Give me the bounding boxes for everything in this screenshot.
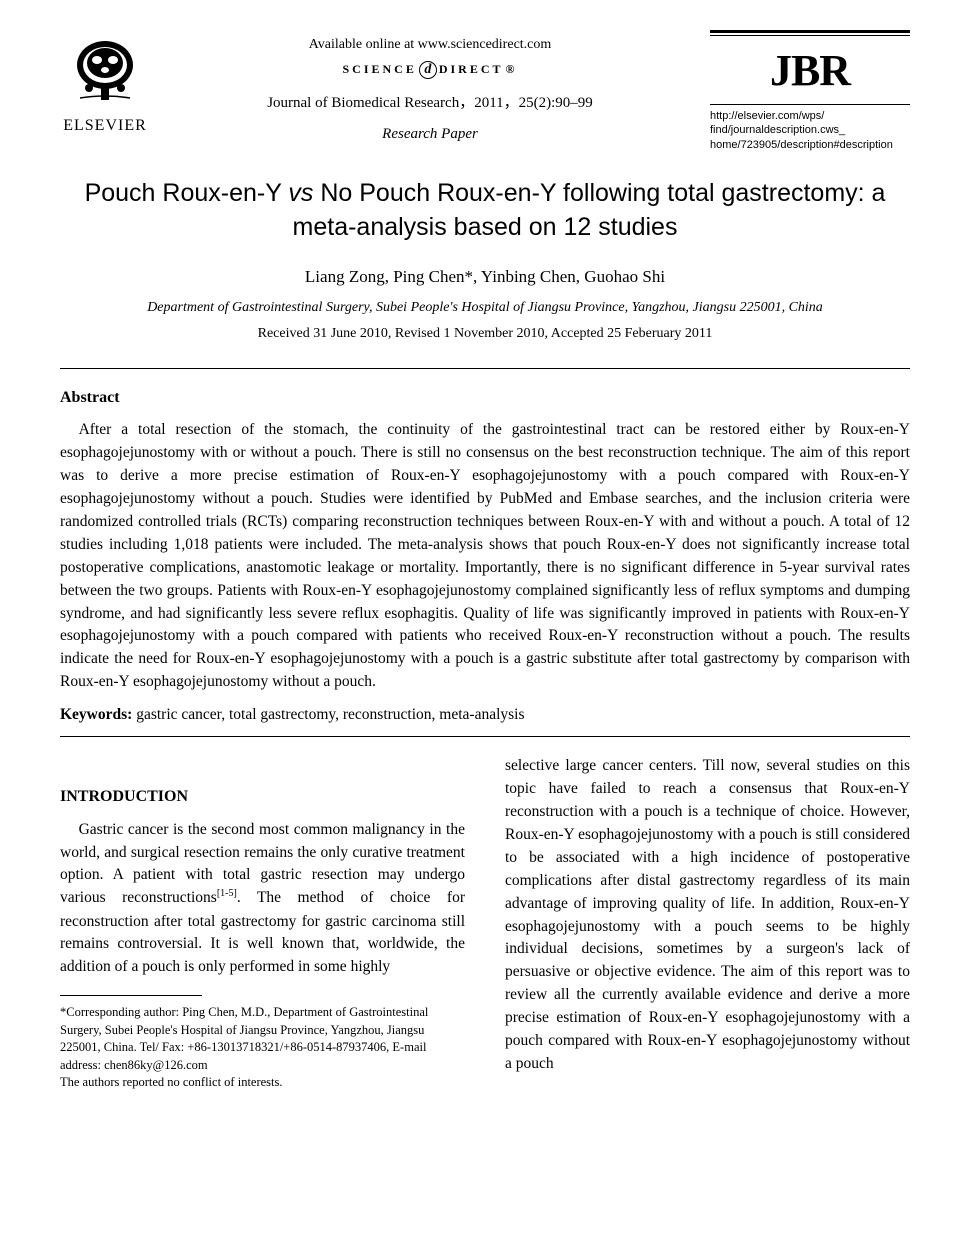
center-header: Available online at www.sciencedirect.co… [150, 30, 710, 145]
title-part2: No Pouch Roux-en-Y following total gastr… [293, 179, 886, 241]
authors-list: Liang Zong, Ping Chen*, Yinbing Chen, Gu… [60, 265, 910, 289]
body-columns: INTRODUCTION Gastric cancer is the secon… [60, 755, 910, 1092]
jbr-url-line2: find/journaldescription.cws_ [710, 124, 845, 136]
conflict-footnote: The authors reported no conflict of inte… [60, 1074, 465, 1092]
available-online-text: Available online at www.sciencedirect.co… [150, 35, 710, 55]
abstract-heading: Abstract [60, 387, 910, 409]
intro-paragraph-2: selective large cancer centers. Till now… [505, 755, 910, 1076]
sd-globe-icon: d [419, 61, 437, 79]
article-title: Pouch Roux-en-Y vs No Pouch Roux-en-Y fo… [60, 177, 910, 245]
journal-citation: Journal of Biomedical Research，2011，25(2… [150, 93, 710, 114]
jbr-block: JBR http://elsevier.com/wps/ find/journa… [710, 30, 910, 153]
affiliation: Department of Gastrointestinal Surgery, … [60, 298, 910, 318]
science-label: SCIENCE [342, 61, 416, 78]
elsevier-name: ELSEVIER [60, 115, 150, 137]
abstract-text: After a total resection of the stomach, … [60, 419, 910, 694]
jbr-url-line3: home/723905/description#description [710, 139, 893, 151]
jbr-logo: JBR [710, 40, 910, 102]
elsevier-logo: ELSEVIER [60, 30, 150, 137]
sd-dot: ® [506, 61, 518, 78]
intro-ref: [1-5] [217, 888, 237, 899]
corresponding-author-footnote: *Corresponding author: Ping Chen, M.D., … [60, 1004, 465, 1074]
title-part1: Pouch Roux-en-Y [85, 179, 289, 207]
footnote-separator [60, 995, 202, 996]
separator-bottom [60, 736, 910, 737]
title-vs: vs [288, 179, 313, 207]
jbr-thin-rule [710, 35, 910, 36]
keywords-line: Keywords: gastric cancer, total gastrect… [60, 704, 910, 726]
jbr-url: http://elsevier.com/wps/ find/journaldes… [710, 109, 910, 154]
article-header: ELSEVIER Available online at www.science… [60, 30, 910, 153]
introduction-heading: INTRODUCTION [60, 785, 465, 809]
jbr-url-line1: http://elsevier.com/wps/ [710, 110, 824, 122]
elsevier-tree-icon [65, 30, 145, 105]
separator-top [60, 368, 910, 369]
publication-dates: Received 31 June 2010, Revised 1 Novembe… [60, 324, 910, 344]
science-direct-logo: SCIENCE d DIRECT ® [150, 61, 710, 79]
keywords-label: Keywords: [60, 706, 132, 723]
intro-paragraph-1: Gastric cancer is the second most common… [60, 819, 465, 980]
keywords-text: gastric cancer, total gastrectomy, recon… [132, 706, 524, 723]
direct-label: DIRECT [439, 61, 504, 78]
article-type: Research Paper [150, 124, 710, 145]
jbr-top-rule [710, 30, 910, 33]
jbr-bottom-rule [710, 104, 910, 105]
